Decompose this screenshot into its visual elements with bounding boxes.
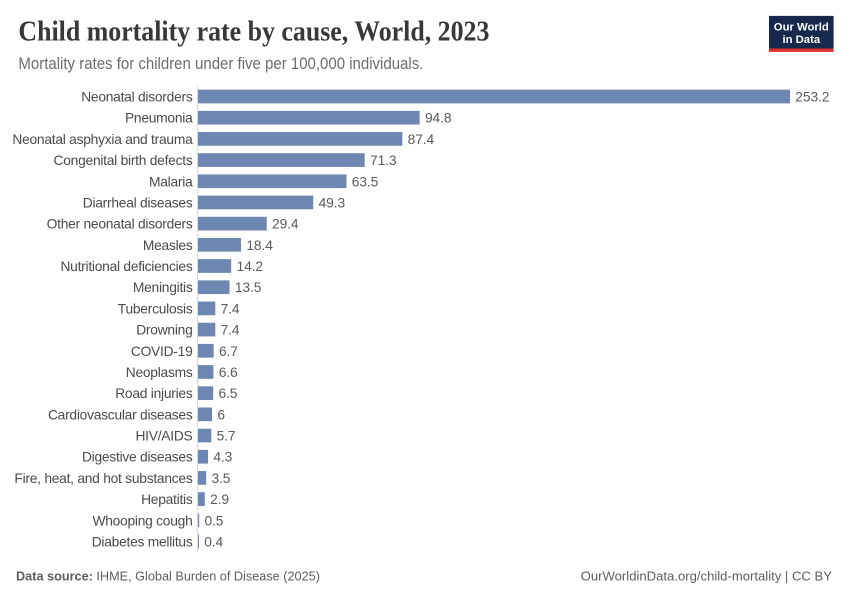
svg-text:0.4: 0.4 xyxy=(204,534,223,549)
svg-text:Cardiovascular diseases: Cardiovascular diseases xyxy=(48,407,193,422)
svg-text:0.5: 0.5 xyxy=(204,513,223,528)
svg-text:14.2: 14.2 xyxy=(237,259,263,274)
svg-text:Measles: Measles xyxy=(143,238,193,253)
svg-text:Other neonatal disorders: Other neonatal disorders xyxy=(47,217,193,232)
svg-text:29.4: 29.4 xyxy=(272,217,299,232)
svg-text:13.5: 13.5 xyxy=(235,280,262,295)
svg-text:49.3: 49.3 xyxy=(319,195,346,210)
svg-text:63.5: 63.5 xyxy=(352,174,379,189)
svg-text:COVID-19: COVID-19 xyxy=(131,344,193,359)
svg-text:Road injuries: Road injuries xyxy=(115,386,193,401)
svg-text:6.7: 6.7 xyxy=(219,344,238,359)
svg-text:94.8: 94.8 xyxy=(425,111,452,126)
svg-text:Neonatal asphyxia and trauma: Neonatal asphyxia and trauma xyxy=(12,132,193,147)
svg-text:6.5: 6.5 xyxy=(219,386,238,401)
svg-text:71.3: 71.3 xyxy=(370,153,397,168)
svg-text:6.6: 6.6 xyxy=(219,365,238,380)
svg-text:Neonatal disorders: Neonatal disorders xyxy=(81,90,193,105)
svg-text:7.4: 7.4 xyxy=(221,301,240,316)
svg-text:Whooping cough: Whooping cough xyxy=(92,513,192,528)
svg-text:Neoplasms: Neoplasms xyxy=(126,365,193,380)
svg-text:253.2: 253.2 xyxy=(795,90,829,105)
svg-text:Tuberculosis: Tuberculosis xyxy=(118,301,193,316)
svg-text:Hepatitis: Hepatitis xyxy=(141,492,193,507)
svg-text:Meningitis: Meningitis xyxy=(133,280,193,295)
svg-text:Mortality rates for children u: Mortality rates for children under five … xyxy=(18,55,423,73)
svg-text:OurWorldinData.org/child-morta: OurWorldinData.org/child-mortality | CC … xyxy=(581,568,833,583)
svg-text:2.9: 2.9 xyxy=(210,492,229,507)
svg-text:4.3: 4.3 xyxy=(213,450,232,465)
svg-text:Child mortality rate by cause,: Child mortality rate by cause, World, 20… xyxy=(18,16,489,47)
svg-text:Diarrheal diseases: Diarrheal diseases xyxy=(83,195,193,210)
svg-text:Data source: IHME, Global Burd: Data source: IHME, Global Burden of Dise… xyxy=(16,569,320,583)
svg-text:Digestive diseases: Digestive diseases xyxy=(82,450,193,465)
svg-text:Drowning: Drowning xyxy=(136,323,192,338)
svg-text:Our World: Our World xyxy=(774,21,829,33)
svg-text:87.4: 87.4 xyxy=(408,132,435,147)
svg-text:HIV/AIDS: HIV/AIDS xyxy=(135,429,192,444)
svg-text:3.5: 3.5 xyxy=(211,471,230,486)
svg-text:in Data: in Data xyxy=(782,34,820,46)
svg-text:5.7: 5.7 xyxy=(217,429,236,444)
svg-text:Diabetes mellitus: Diabetes mellitus xyxy=(92,534,193,549)
svg-text:18.4: 18.4 xyxy=(246,238,273,253)
svg-text:Malaria: Malaria xyxy=(149,174,193,189)
svg-text:6: 6 xyxy=(217,407,225,422)
svg-text:Congenital birth defects: Congenital birth defects xyxy=(54,153,193,168)
svg-text:7.4: 7.4 xyxy=(221,323,240,338)
svg-text:Pneumonia: Pneumonia xyxy=(125,111,193,126)
svg-text:Fire, heat, and hot substances: Fire, heat, and hot substances xyxy=(14,471,192,486)
svg-text:Nutritional deficiencies: Nutritional deficiencies xyxy=(60,259,192,274)
